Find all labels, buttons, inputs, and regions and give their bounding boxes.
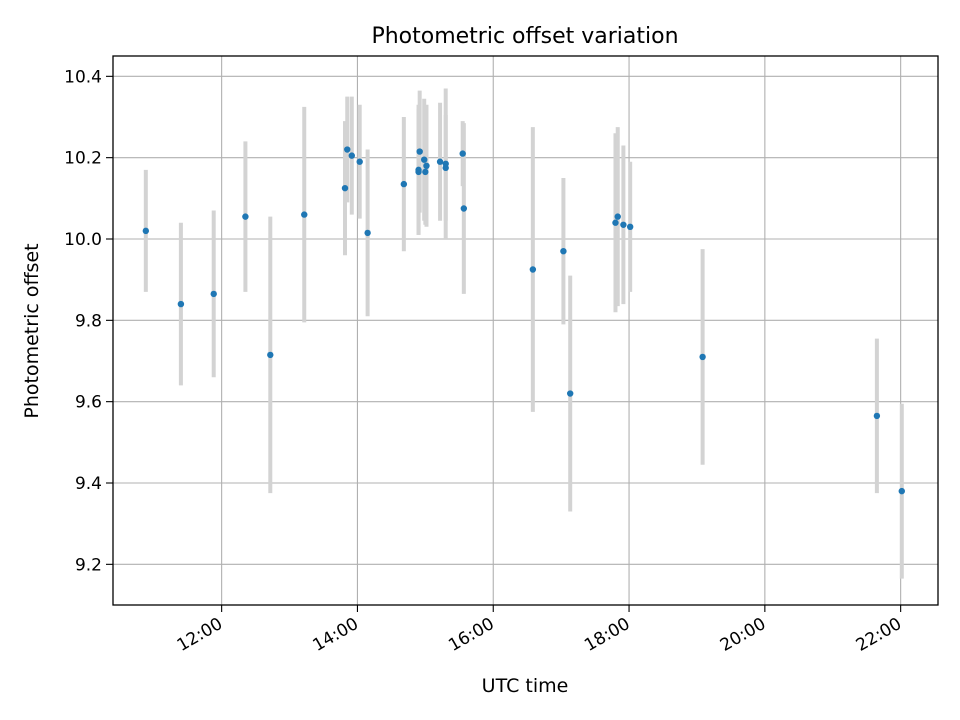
data-point [423, 162, 430, 169]
chart-title: Photometric offset variation [371, 24, 678, 49]
data-point [436, 158, 444, 165]
y-axis-ticks: 9.2 9.4 9.6 9.8 10.0 10.2 10.4 [64, 67, 113, 575]
data-point [614, 213, 621, 220]
y-tick-label: 10.2 [64, 149, 102, 169]
data-point [567, 390, 574, 397]
data-point [177, 300, 185, 308]
data-point [364, 229, 371, 237]
data-point [612, 219, 619, 226]
data-point [873, 412, 881, 420]
data-point [560, 248, 567, 255]
data-point [356, 158, 363, 165]
data-point [344, 146, 351, 153]
data-point [267, 351, 274, 359]
data-point [415, 166, 422, 174]
data-point [301, 211, 308, 218]
y-tick-label: 10.4 [64, 67, 102, 87]
data-point [442, 160, 449, 167]
y-tick-label: 9.4 [75, 474, 102, 494]
data-point [142, 227, 150, 235]
data-point [416, 148, 423, 155]
y-tick-label: 10.0 [64, 230, 102, 250]
data-point [422, 168, 429, 176]
x-axis-label: UTC time [482, 675, 569, 697]
data-point [459, 150, 466, 157]
data-point [626, 223, 634, 230]
plot-frame [112, 55, 939, 606]
y-tick-label: 9.2 [75, 555, 102, 575]
y-tick-label: 9.8 [75, 311, 102, 331]
data-point [421, 156, 428, 163]
data-point [400, 180, 408, 188]
grid-lines [113, 56, 938, 605]
data-point [210, 290, 217, 298]
data-point [348, 152, 355, 159]
data-points [142, 146, 905, 495]
data-point [620, 221, 627, 228]
data-point [341, 184, 349, 192]
data-point [242, 213, 249, 220]
data-point [898, 487, 905, 495]
data-point [460, 205, 468, 212]
y-tick-label: 9.6 [75, 393, 102, 413]
data-point [529, 266, 537, 273]
y-axis-label: Photometric offset [21, 243, 43, 418]
data-point [699, 353, 706, 361]
